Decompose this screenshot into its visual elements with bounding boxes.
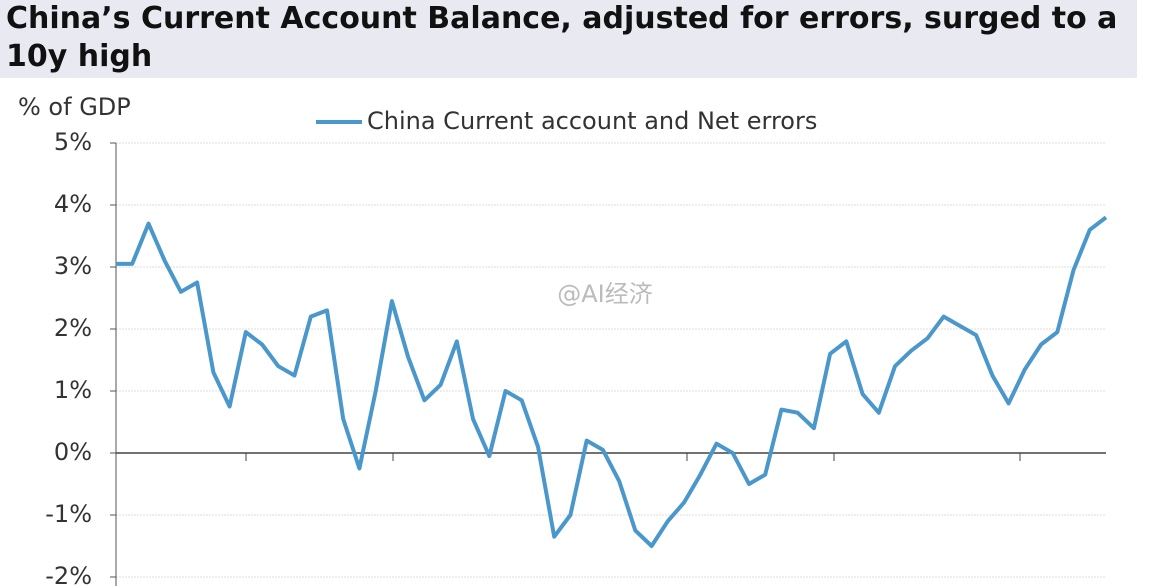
y-tick-label: -2% <box>45 562 92 586</box>
y-tick-label: 3% <box>54 252 92 280</box>
y-tick-label: 0% <box>54 438 92 466</box>
y-axis-label: % of GDP <box>18 93 131 121</box>
y-tick-label: -1% <box>45 500 92 528</box>
y-tick-label: 4% <box>54 190 92 218</box>
watermark: @AI经济 <box>557 280 653 308</box>
title-box: China’s Current Account Balance, adjuste… <box>6 1 1118 74</box>
y-tick-label: 1% <box>54 376 92 404</box>
chart-title: China’s Current Account Balance, adjuste… <box>6 1 1118 74</box>
y-tick-label: 2% <box>54 314 92 342</box>
data-line <box>116 215 1108 548</box>
title-band <box>0 0 1137 78</box>
y-tick-label: 5% <box>54 128 92 156</box>
legend-label: China Current account and Net errors <box>367 107 817 135</box>
